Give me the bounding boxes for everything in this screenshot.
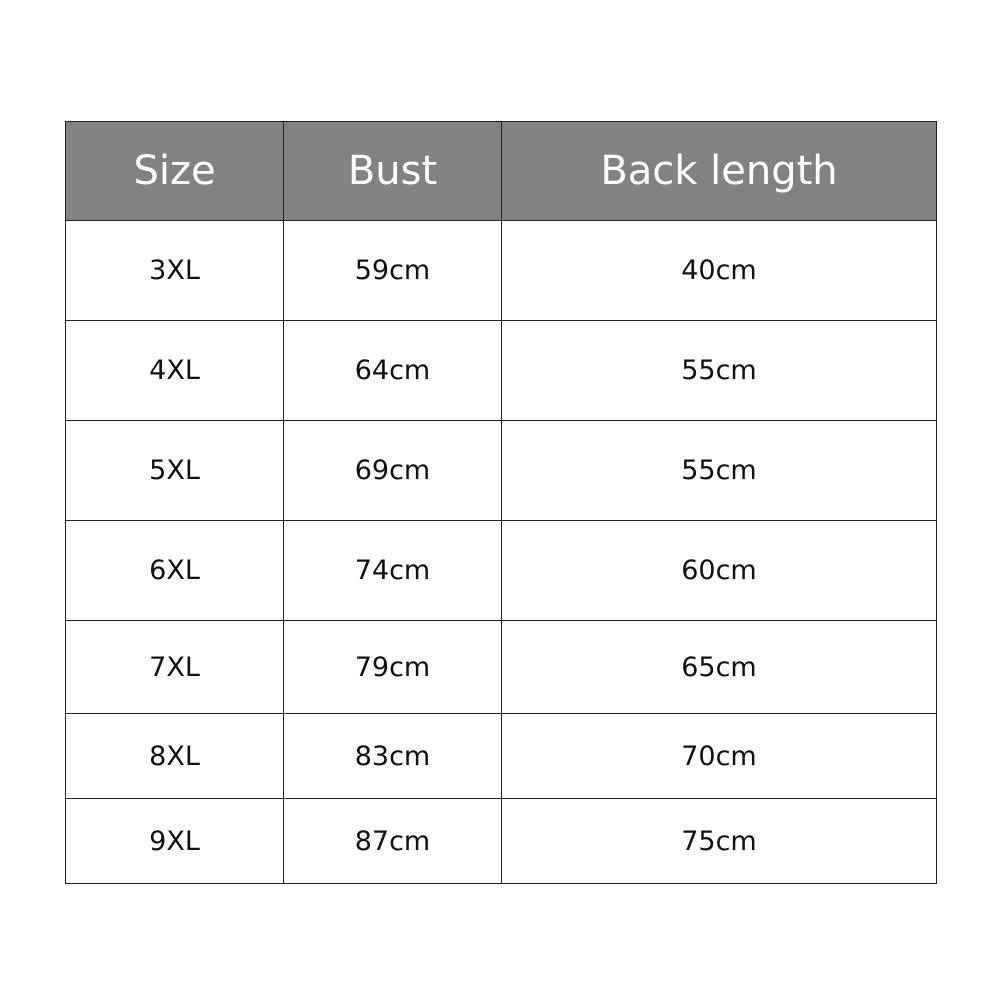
table-cell: 3XL — [66, 221, 284, 321]
table-cell: 65cm — [502, 621, 937, 714]
table-cell: 70cm — [502, 714, 937, 799]
header-cell: Size — [66, 122, 284, 221]
header-cell: Back length — [502, 122, 937, 221]
header-cell: Bust — [284, 122, 502, 221]
table-cell: 60cm — [502, 521, 937, 621]
table-cell: 64cm — [284, 321, 502, 421]
table-cell: 83cm — [284, 714, 502, 799]
table-cell: 4XL — [66, 321, 284, 421]
table-cell: 55cm — [502, 421, 937, 521]
table-cell: 7XL — [66, 621, 284, 714]
table-cell: 74cm — [284, 521, 502, 621]
table-cell: 79cm — [284, 621, 502, 714]
table-cell: 6XL — [66, 521, 284, 621]
table-cell: 8XL — [66, 714, 284, 799]
table-cell: 75cm — [502, 799, 937, 884]
table-cell: 69cm — [284, 421, 502, 521]
table-cell: 87cm — [284, 799, 502, 884]
size-table: Size Bust Back length 3XL 59cm 40cm 4XL 64cm 55c… — [65, 121, 937, 884]
table-cell: 59cm — [284, 221, 502, 321]
table-cell: 9XL — [66, 799, 284, 884]
table-cell: 55cm — [502, 321, 937, 421]
table-cell: 40cm — [502, 221, 937, 321]
table-cell: 5XL — [66, 421, 284, 521]
